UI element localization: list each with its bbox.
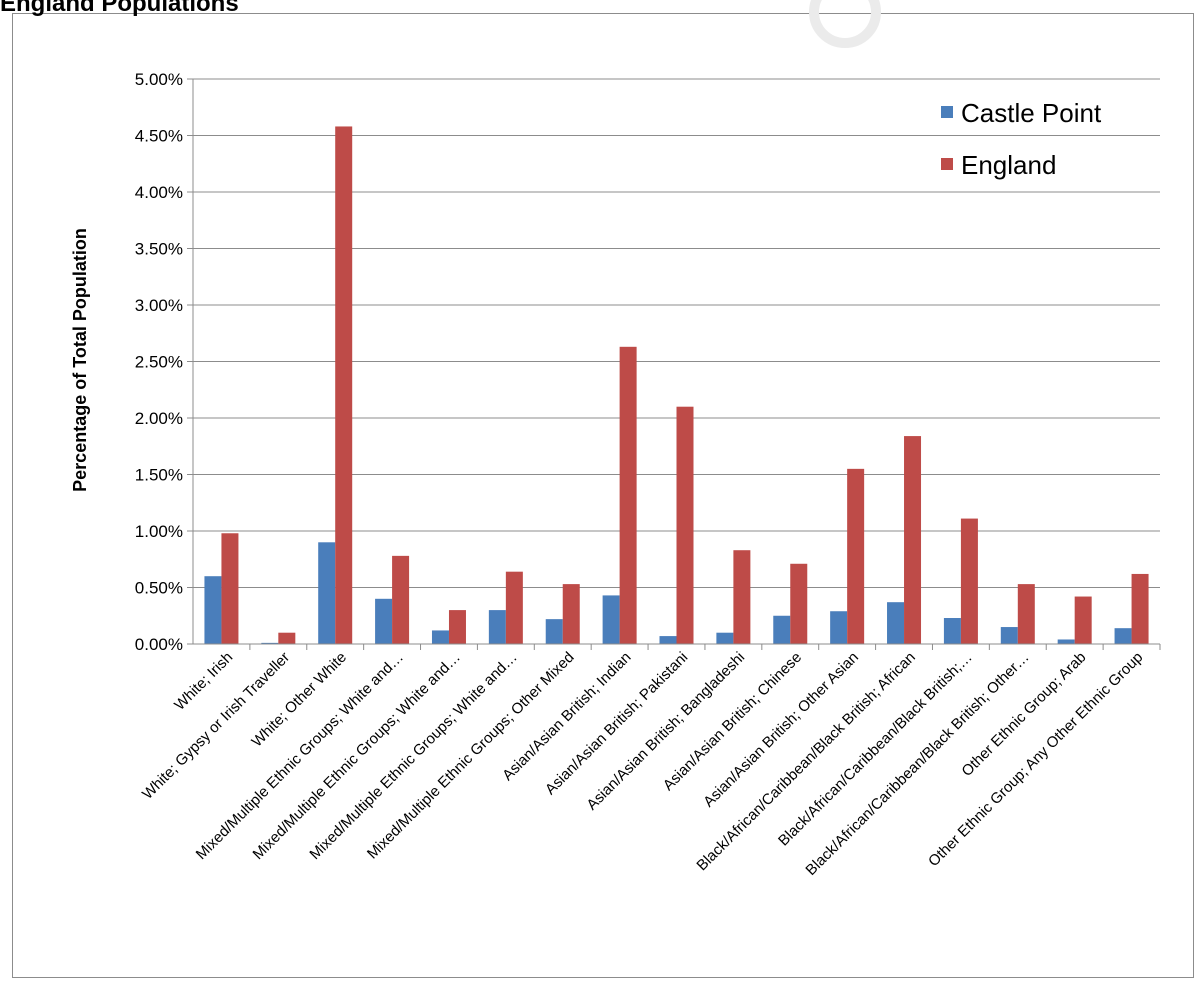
bar-castle-point xyxy=(830,611,848,644)
legend-label: Castle Point xyxy=(961,98,1102,128)
bars xyxy=(204,126,1149,644)
bar-castle-point xyxy=(545,619,563,644)
bar-england xyxy=(847,468,865,644)
bar-castle-point xyxy=(318,542,336,644)
bar-castle-point xyxy=(887,602,905,644)
legend-label: England xyxy=(961,150,1056,180)
bar-england xyxy=(733,550,751,644)
bar-england xyxy=(904,436,922,644)
x-tick-label: White; Other White xyxy=(248,649,350,751)
bar-england xyxy=(1074,596,1092,644)
bar-england xyxy=(1017,584,1035,644)
y-tick-label: 2.50% xyxy=(135,353,183,372)
axes xyxy=(187,78,1161,650)
bar-england xyxy=(278,632,296,644)
bar-england xyxy=(392,555,410,644)
y-tick-label: 5.00% xyxy=(135,70,183,89)
bar-castle-point xyxy=(1057,639,1075,644)
bar-castle-point xyxy=(204,576,222,644)
x-tick-label: Mixed/Multiple Ethnic Groups; White and… xyxy=(306,649,520,863)
bar-england xyxy=(960,518,978,644)
bar-england xyxy=(505,571,523,644)
y-tick-label: 2.00% xyxy=(135,409,183,428)
y-tick-label: 1.50% xyxy=(135,466,183,485)
bar-castle-point xyxy=(716,632,734,644)
x-tick-label: Mixed/Multiple Ethnic Groups; White and… xyxy=(193,649,407,863)
x-tick-label: Mixed/Multiple Ethnic Groups; Other Mixe… xyxy=(364,649,578,863)
bar-england xyxy=(335,126,353,644)
bar-castle-point xyxy=(488,610,506,644)
y-tick-label: 3.50% xyxy=(135,240,183,259)
y-tick-label: 0.00% xyxy=(135,635,183,654)
gridlines xyxy=(193,78,1160,588)
x-tick-label: Black/African/Caribbean/Black British; A… xyxy=(693,649,918,874)
bar-england xyxy=(562,584,580,644)
y-tick-label: 4.50% xyxy=(135,127,183,146)
bar-castle-point xyxy=(602,595,620,644)
bar-castle-point xyxy=(261,642,279,644)
y-tick-label: 4.00% xyxy=(135,183,183,202)
legend: Castle Point England xyxy=(941,98,1102,180)
bar-england xyxy=(1131,573,1149,644)
x-tick-label: Mixed/Multiple Ethnic Groups; White and… xyxy=(250,649,464,863)
y-tick-label: 1.00% xyxy=(135,522,183,541)
bar-castle-point xyxy=(1000,627,1018,644)
x-tick-label: Other Ethnic Group; Any Other Ethnic Gro… xyxy=(925,649,1146,870)
legend-swatch xyxy=(941,106,953,118)
bar-england xyxy=(676,406,694,644)
watermark-circle xyxy=(809,0,881,48)
bar-castle-point xyxy=(773,615,791,644)
bar-england xyxy=(790,563,808,644)
page-title: England Populations xyxy=(0,0,239,17)
y-tick-label: 3.00% xyxy=(135,296,183,315)
bar-castle-point xyxy=(375,598,393,644)
chart-frame xyxy=(12,0,1194,978)
bar-england xyxy=(619,346,637,644)
y-tick-label: 0.50% xyxy=(135,579,183,598)
bar-england xyxy=(221,533,239,644)
legend-swatch xyxy=(941,158,953,170)
bar-england xyxy=(448,610,466,644)
y-tick-labels: 0.00% 0.50% 1.00% 1.50% 2.00% 2.50% 3.00% 3.50%… xyxy=(135,70,183,654)
bar-castle-point xyxy=(1114,628,1132,644)
bar-castle-point xyxy=(431,630,449,644)
y-axis-label: Percentage of Total Population xyxy=(70,228,90,492)
bar-castle-point xyxy=(943,618,961,644)
bar-castle-point xyxy=(659,636,677,644)
